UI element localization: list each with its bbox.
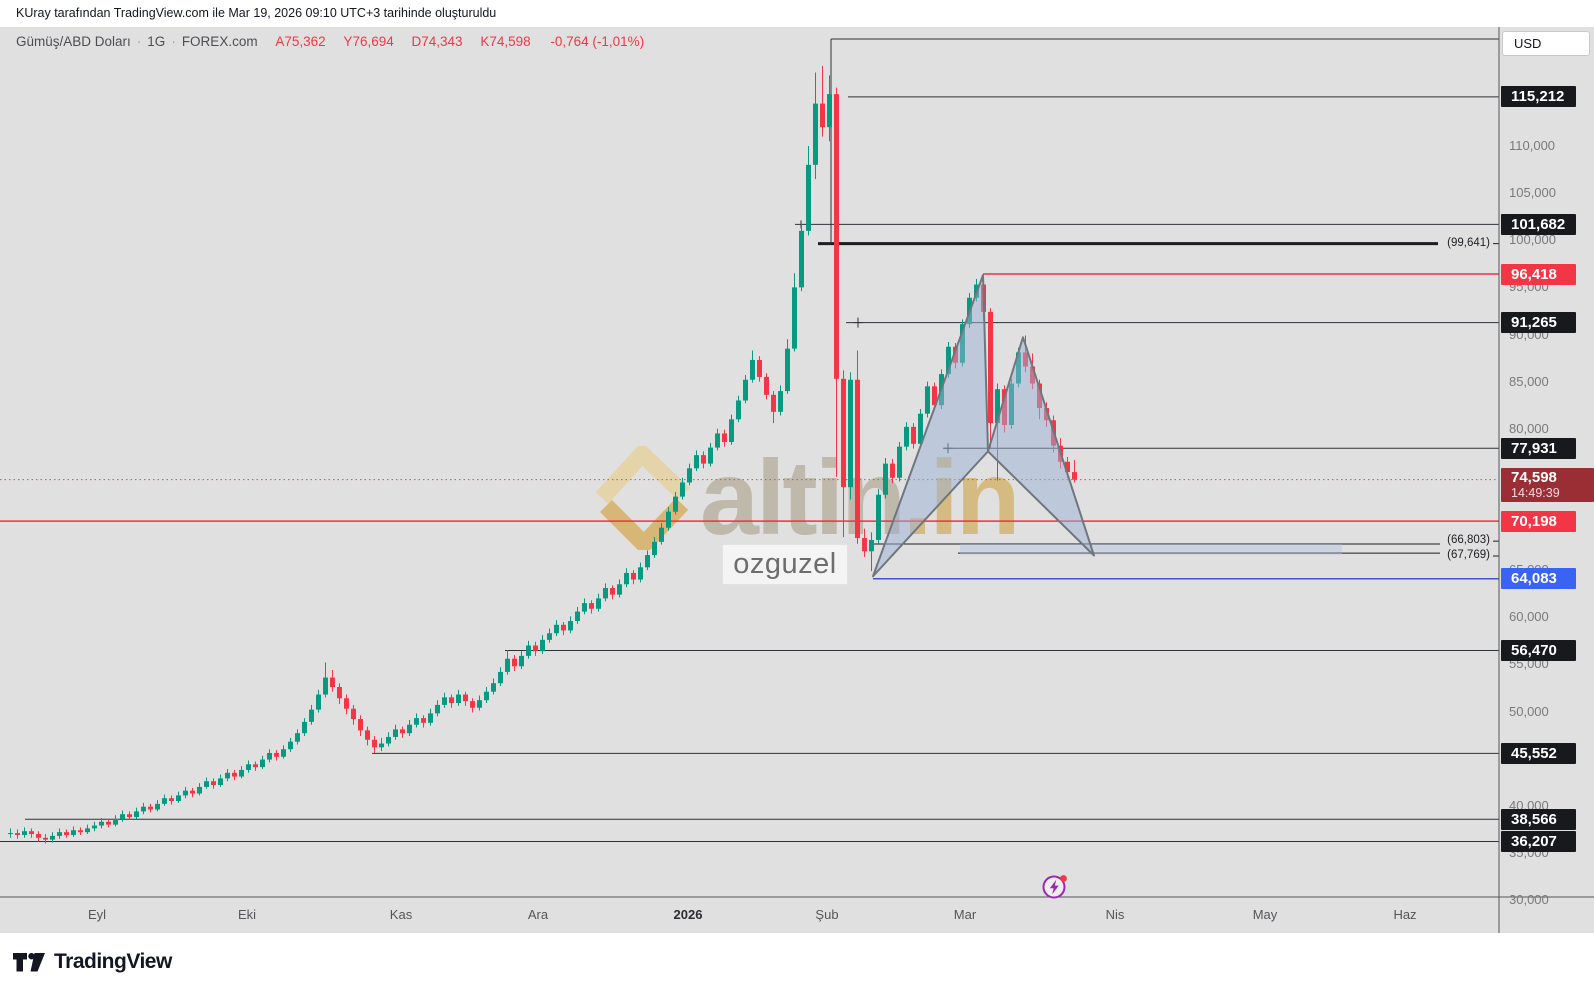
attribution-text: KUray tarafından TradingView.com ile Mar… xyxy=(16,6,497,20)
author-watermark-label[interactable]: ozguzel xyxy=(722,544,848,585)
currency-badge[interactable]: USD xyxy=(1502,31,1590,56)
legend-change: -0,764 (-1,01%) xyxy=(550,34,645,49)
tradingview-logo-text: TradingView xyxy=(54,950,172,973)
chart-area[interactable]: altin .in Gümüş/ABD Doları · 1G · FOREX.com … xyxy=(0,27,1594,933)
symbol-legend[interactable]: Gümüş/ABD Doları · 1G · FOREX.com A75,362 Y7… xyxy=(16,34,644,49)
legend-separator: · xyxy=(136,34,142,49)
footer-bar: TradingView xyxy=(0,933,1594,1008)
legend-open: A75,362 xyxy=(275,34,326,49)
legend-close: K74,598 xyxy=(480,34,531,49)
tradingview-logo[interactable]: TradingView xyxy=(13,950,172,974)
attribution-bar: KUray tarafından TradingView.com ile Mar… xyxy=(0,0,1594,27)
legend-symbol[interactable]: Gümüş/ABD Doları xyxy=(16,34,131,49)
tradingview-logo-icon xyxy=(13,952,45,971)
chart-canvas[interactable] xyxy=(0,27,1594,933)
legend-separator: · xyxy=(171,34,176,49)
legend-low: D74,343 xyxy=(411,34,463,49)
legend-high: Y76,694 xyxy=(343,34,394,49)
legend-exchange[interactable]: FOREX.com xyxy=(181,34,258,49)
event-lightning-icon[interactable] xyxy=(1040,871,1070,901)
legend-interval[interactable]: 1G xyxy=(147,34,166,49)
